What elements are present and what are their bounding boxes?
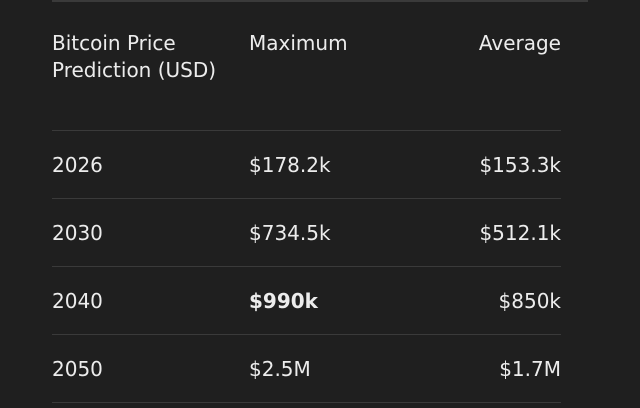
top-divider — [52, 0, 588, 2]
cell-maximum: $178.2k — [249, 152, 331, 177]
header-average: Average — [478, 31, 561, 55]
cell-maximum: $2.5M — [249, 356, 311, 381]
table-row: 2040 $990k $850k — [52, 267, 561, 335]
cell-year: 2040 — [52, 288, 103, 313]
cell-year: 2030 — [52, 220, 103, 245]
cell-average: $850k — [498, 288, 561, 313]
cell-year: 2050 — [52, 356, 103, 381]
cell-average: $1.7M — [499, 356, 561, 381]
cell-average: $153.3k — [479, 152, 561, 177]
price-prediction-table: Bitcoin Price Prediction (USD) Maximum A… — [52, 0, 561, 403]
table-row: 2030 $734.5k $512.1k — [52, 199, 561, 267]
cell-maximum: $734.5k — [249, 220, 331, 245]
table-row: 2026 $178.2k $153.3k — [52, 131, 561, 199]
header-maximum: Maximum — [249, 31, 348, 55]
cell-maximum-highlight: $990k — [249, 288, 318, 313]
header-year: Bitcoin Price Prediction (USD) — [52, 31, 217, 82]
table-row: 2050 $2.5M $1.7M — [52, 335, 561, 403]
table-header-row: Bitcoin Price Prediction (USD) Maximum A… — [52, 0, 561, 131]
cell-year: 2026 — [52, 152, 103, 177]
cell-average: $512.1k — [479, 220, 561, 245]
